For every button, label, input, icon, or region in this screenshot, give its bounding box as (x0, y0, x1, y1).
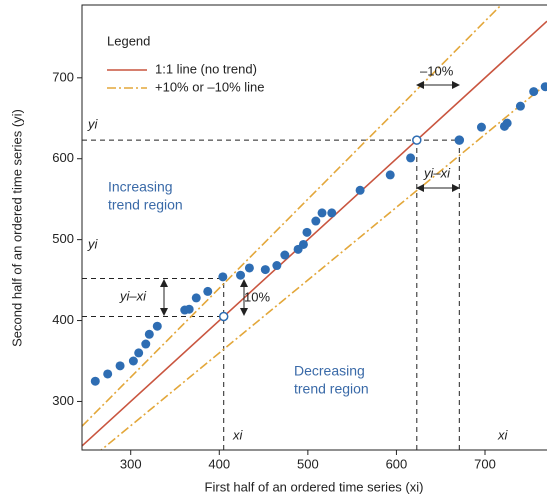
annotation: trend region (294, 381, 369, 397)
annotation: –10% (420, 63, 454, 78)
data-point (191, 293, 201, 303)
data-point (502, 118, 512, 128)
annotation: yi–xi (119, 288, 147, 303)
data-point (540, 82, 547, 92)
data-point (115, 361, 125, 371)
annotation: trend region (108, 197, 183, 213)
plot-area (82, 5, 547, 450)
annotation: yi (87, 116, 99, 131)
reference-line (82, 5, 503, 427)
data-point (385, 170, 395, 180)
data-point (203, 286, 213, 296)
reference-line (82, 20, 547, 447)
data-point (272, 261, 282, 271)
x-axis-label: First half of an ordered time series (xi… (205, 479, 424, 494)
data-point (236, 270, 246, 280)
data-point (515, 101, 525, 111)
data-point (134, 348, 144, 358)
x-tick-label: 300 (120, 456, 142, 471)
data-point (103, 369, 113, 379)
data-point (327, 208, 337, 218)
data-point (355, 185, 365, 195)
plot-frame (81, 4, 547, 451)
data-point (302, 227, 312, 237)
legend-label: +10% or –10% line (155, 79, 265, 94)
y-tick-label: 300 (52, 393, 74, 408)
reference-line (99, 82, 547, 450)
y-tick-label: 400 (52, 312, 74, 327)
annotation: 10% (244, 289, 270, 304)
highlight-point (412, 135, 422, 145)
data-point (476, 122, 486, 132)
annotation: xi (497, 427, 509, 442)
data-point (152, 321, 162, 331)
x-tick-label: 600 (386, 456, 408, 471)
data-point (280, 250, 290, 260)
data-point (184, 304, 194, 314)
highlight-point (454, 135, 465, 145)
y-tick-label: 700 (52, 69, 74, 84)
annotation: yi (87, 236, 99, 251)
data-point (144, 329, 154, 339)
x-tick-label: 500 (297, 456, 319, 471)
y-axis-label: Second half of an ordered time series (y… (9, 109, 24, 347)
data-point (244, 263, 254, 273)
data-point (298, 239, 308, 249)
annotation: Decreasing (294, 363, 365, 379)
data-point (529, 87, 539, 97)
data-point (141, 339, 151, 349)
annotation: yi–xi (423, 165, 451, 180)
plot-content (82, 5, 547, 450)
x-tick-label: 400 (208, 456, 230, 471)
annotation: Increasing (108, 179, 173, 195)
data-point (128, 356, 138, 366)
data-point (90, 376, 100, 386)
legend-label: 1:1 line (no trend) (155, 61, 257, 76)
legend-title: Legend (107, 33, 150, 48)
data-point (317, 208, 327, 218)
data-point (260, 265, 270, 275)
x-tick-label: 700 (474, 456, 496, 471)
data-point (406, 153, 416, 163)
y-tick-label: 600 (52, 150, 74, 165)
data-point (311, 216, 321, 226)
y-tick-label: 500 (52, 231, 74, 246)
annotation: xi (232, 427, 244, 442)
data-point (218, 272, 228, 282)
highlight-point (218, 311, 229, 322)
